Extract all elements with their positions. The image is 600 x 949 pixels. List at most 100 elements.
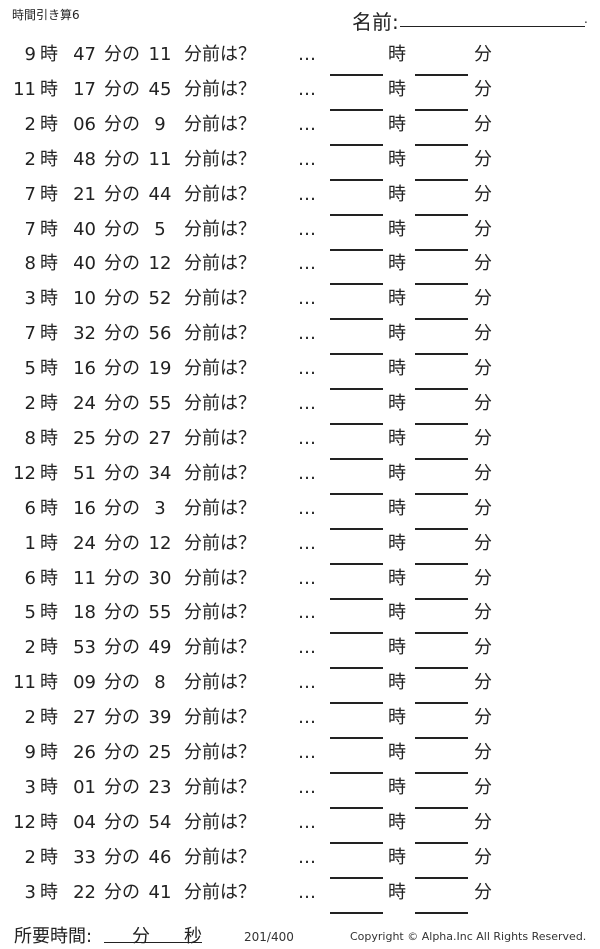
ellipsis: … [298, 811, 316, 833]
start-hour: 2 [24, 148, 36, 170]
hour-label: 時 [40, 427, 58, 449]
minute-of-label: 分の [104, 672, 140, 694]
answer-hour-field[interactable] [330, 248, 383, 251]
answer-minute-field[interactable] [415, 318, 468, 321]
answer-minute-field[interactable] [415, 667, 468, 670]
answer-minute-field[interactable] [415, 178, 468, 181]
answer-minute-field[interactable] [415, 74, 468, 76]
answer-hour-field[interactable] [330, 562, 383, 565]
answer-hour-field[interactable] [330, 492, 383, 495]
answer-hour-field[interactable] [330, 143, 383, 146]
ellipsis: … [298, 881, 316, 903]
answer-hour-label: 時 [388, 393, 406, 414]
start-minute: 04 [73, 811, 96, 833]
worksheet-title: 時間引き算6 [12, 8, 80, 22]
hour-label: 時 [40, 44, 58, 65]
ellipsis: … [298, 602, 316, 624]
answer-minute-field[interactable] [415, 388, 468, 391]
answer-minute-field[interactable] [415, 702, 468, 705]
problem-row: 12 時 51 分の 34 分前は？ … 時 分 [0, 463, 600, 498]
answer-minute-field[interactable] [415, 283, 468, 286]
answer-hour-field[interactable] [330, 772, 383, 774]
start-hour: 7 [24, 218, 36, 240]
subtract-minutes: 12 [148, 253, 172, 275]
answer-minute-field[interactable] [415, 876, 468, 879]
minute-of-label: 分の [104, 637, 140, 659]
answer-minute-label: 分 [474, 358, 492, 380]
answer-minute-field[interactable] [415, 248, 468, 251]
hour-label: 時 [40, 776, 58, 798]
minutes-before-label: 分前は？ [184, 742, 256, 763]
answer-hour-field[interactable] [330, 737, 383, 740]
minutes-before-label: 分前は？ [184, 427, 256, 449]
time-taken-field[interactable] [104, 942, 202, 943]
answer-hour-field[interactable] [330, 388, 383, 391]
answer-minute-field[interactable] [415, 911, 468, 914]
answer-minute-field[interactable] [415, 562, 468, 565]
answer-minute-field[interactable] [415, 143, 468, 146]
answer-hour-field[interactable] [330, 702, 383, 705]
problem-row: 2 時 48 分の 11 分前は？ … 時 分 [0, 149, 600, 184]
hour-label: 時 [40, 707, 58, 729]
answer-minute-label: 分 [474, 811, 492, 833]
minute-of-label: 分の [104, 427, 140, 449]
start-minute: 24 [73, 532, 96, 554]
answer-minute-field[interactable] [415, 108, 468, 111]
answer-minute-label: 分 [474, 427, 492, 449]
answer-minute-field[interactable] [415, 772, 468, 774]
answer-minute-label: 分 [474, 323, 492, 345]
minutes-before-label: 分前は？ [184, 532, 256, 554]
answer-hour-field[interactable] [330, 632, 383, 635]
ellipsis: … [298, 288, 316, 310]
answer-minute-field[interactable] [415, 527, 468, 530]
answer-minute-field[interactable] [415, 353, 468, 356]
answer-minute-field[interactable] [415, 597, 468, 600]
answer-minute-field[interactable] [415, 806, 468, 809]
answer-hour-field[interactable] [330, 178, 383, 181]
answer-minute-label: 分 [474, 253, 492, 275]
answer-hour-label: 時 [388, 462, 406, 484]
name-field[interactable] [400, 26, 585, 27]
answer-hour-field[interactable] [330, 318, 383, 321]
answer-minute-label: 分 [474, 672, 492, 694]
start-minute: 21 [73, 183, 96, 205]
answer-hour-field[interactable] [330, 597, 383, 600]
ellipsis: … [298, 567, 316, 589]
minute-of-label: 分の [104, 532, 140, 554]
answer-hour-field[interactable] [330, 876, 383, 879]
answer-minute-field[interactable] [415, 737, 468, 740]
answer-hour-field[interactable] [330, 667, 383, 670]
answer-hour-field[interactable] [330, 911, 383, 914]
answer-hour-field[interactable] [330, 423, 383, 425]
answer-minute-field[interactable] [415, 213, 468, 216]
answer-minute-field[interactable] [415, 632, 468, 635]
answer-hour-field[interactable] [330, 74, 383, 76]
answer-hour-field[interactable] [330, 213, 383, 216]
answer-minute-field[interactable] [415, 457, 468, 460]
problem-row: 7 時 21 分の 44 分前は？ … 時 分 [0, 184, 600, 219]
answer-hour-field[interactable] [330, 457, 383, 460]
answer-minute-field[interactable] [415, 841, 468, 844]
answer-minute-field[interactable] [415, 423, 468, 425]
answer-hour-field[interactable] [330, 806, 383, 809]
subtract-minutes: 49 [148, 637, 172, 659]
answer-minute-label: 分 [474, 707, 492, 729]
ellipsis: … [298, 44, 316, 65]
subtract-minutes: 5 [154, 218, 166, 240]
problem-row: 7 時 32 分の 56 分前は？ … 時 分 [0, 323, 600, 358]
answer-minute-label: 分 [474, 183, 492, 205]
answer-hour-field[interactable] [330, 841, 383, 844]
minute-of-label: 分の [104, 707, 140, 729]
answer-hour-field[interactable] [330, 283, 383, 286]
answer-minute-field[interactable] [415, 492, 468, 495]
answer-hour-field[interactable] [330, 353, 383, 356]
start-minute: 06 [73, 113, 96, 135]
answer-hour-field[interactable] [330, 527, 383, 530]
hour-label: 時 [40, 497, 58, 519]
minute-of-label: 分の [104, 742, 140, 763]
answer-hour-field[interactable] [330, 108, 383, 111]
hour-label: 時 [40, 183, 58, 205]
minute-of-label: 分の [104, 113, 140, 135]
answer-hour-label: 時 [388, 218, 406, 240]
start-minute: 16 [73, 358, 96, 380]
